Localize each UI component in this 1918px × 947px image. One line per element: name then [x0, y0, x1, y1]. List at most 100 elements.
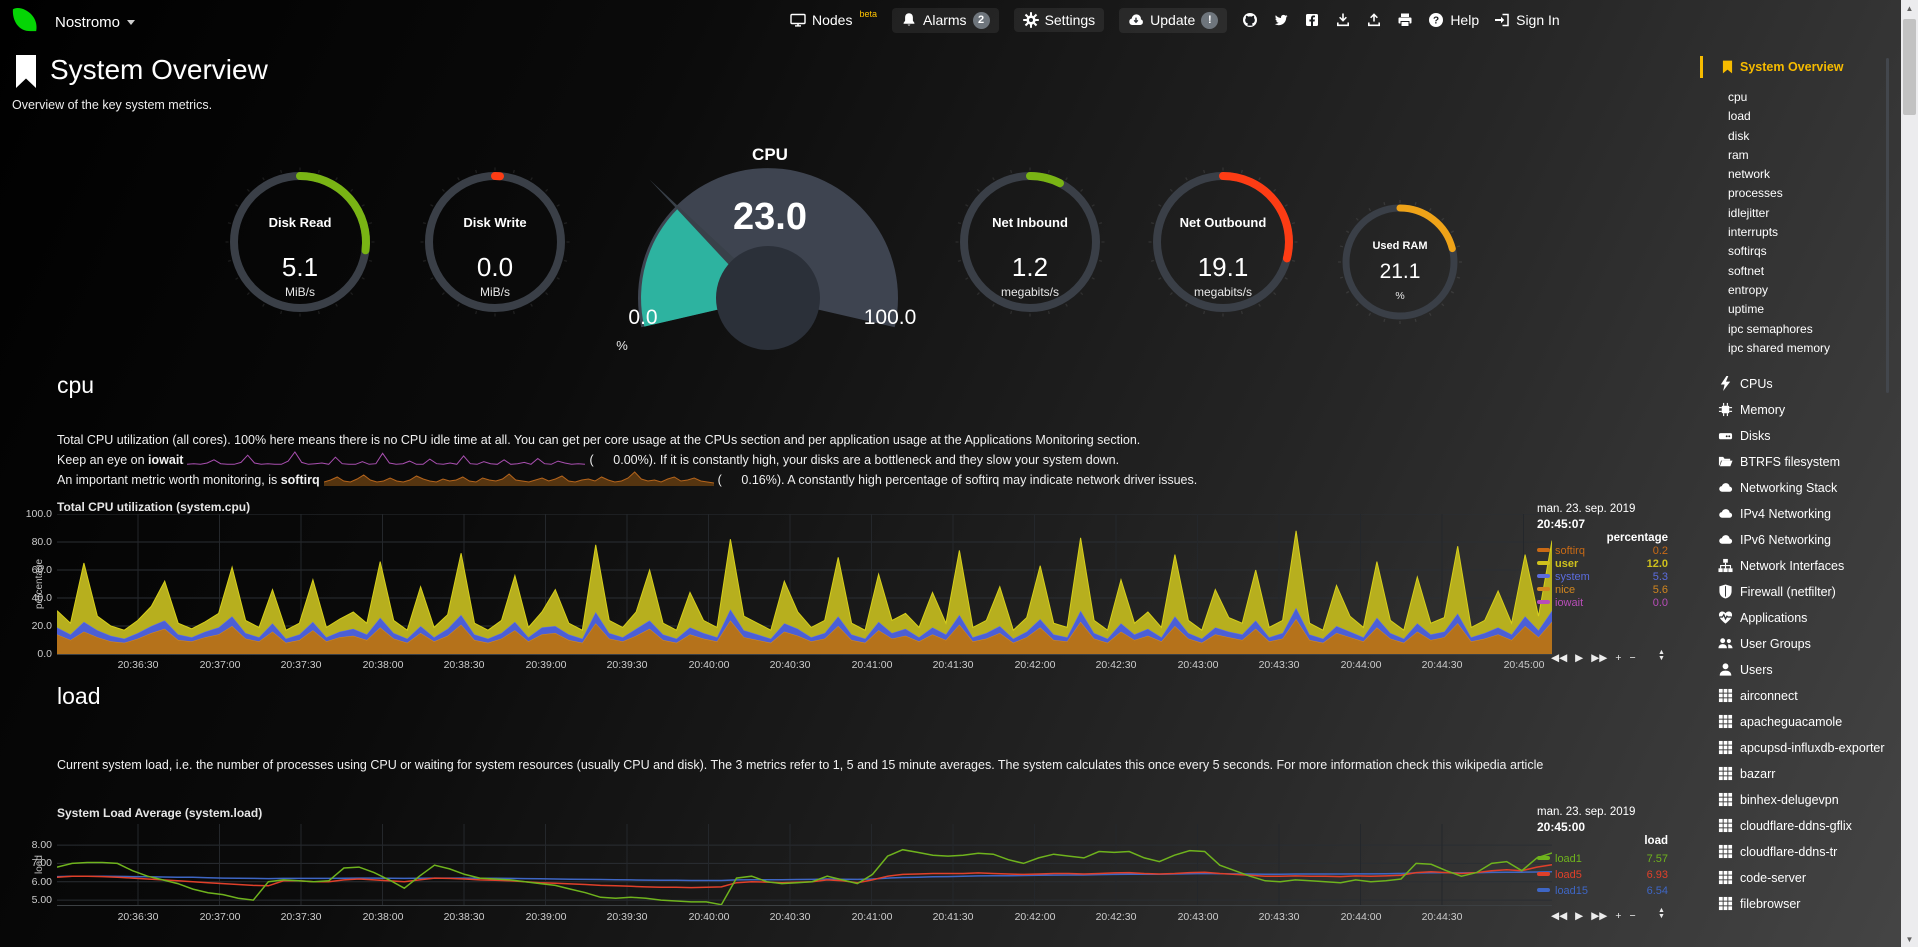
pan-forward-button[interactable]: ▶▶ — [1591, 910, 1608, 922]
pan-forward-button[interactable]: ▶▶ — [1591, 652, 1608, 664]
grid-icon — [1718, 740, 1733, 755]
hostname-dropdown[interactable]: Nostromo — [55, 14, 136, 31]
cpu-x-tick-label: 20:39:00 — [525, 659, 567, 671]
top-navbar: Nostromo Nodes beta Alarms 2 Settings Up… — [0, 0, 1918, 40]
sidebar-subitem-softirqs[interactable]: softirqs — [1728, 244, 1767, 259]
sidebar-item-users[interactable]: Users — [1700, 657, 1900, 683]
gauge-cpu[interactable]: CPU 23.0 0.0 100.0 % — [610, 145, 930, 360]
sidebar-subitem-uptime[interactable]: uptime — [1728, 302, 1765, 317]
sidebar-subitem-interrupts[interactable]: interrupts — [1728, 225, 1779, 240]
sidebar-subitem-disk[interactable]: disk — [1728, 128, 1750, 143]
sidebar-subitem-ram[interactable]: ram — [1728, 147, 1749, 162]
facebook-link[interactable] — [1304, 12, 1320, 28]
sidebar-subitem-load[interactable]: load — [1728, 109, 1751, 124]
help-label: Help — [1450, 12, 1480, 28]
sidebar-scrollbar[interactable] — [1886, 58, 1889, 393]
legend-row-nice[interactable]: nice 5.6 — [1537, 584, 1668, 596]
cpu-y-tick-label: 20.0 — [31, 620, 52, 632]
help-button[interactable]: ? Help — [1428, 12, 1479, 28]
github-link[interactable] — [1242, 12, 1258, 28]
play-button[interactable]: ▶ — [1575, 652, 1584, 664]
page-scrollbar[interactable]: ▲ ▼ — [1901, 0, 1918, 947]
legend-row-iowait[interactable]: iowait 0.0 — [1537, 597, 1668, 609]
facebook-icon — [1304, 12, 1320, 28]
sidebar-item-filebrowser[interactable]: filebrowser — [1700, 891, 1900, 917]
sidebar-item-user-groups[interactable]: User Groups — [1700, 631, 1900, 657]
cpu-chart-plot[interactable] — [56, 513, 1553, 655]
gauge-disk-read[interactable]: Disk Read 5.1 MiB/s — [225, 167, 375, 337]
print-button[interactable] — [1397, 12, 1413, 28]
sidebar-subitem-softnet[interactable]: softnet — [1728, 263, 1765, 278]
load-resize-handle[interactable]: ▲ ▼ — [1658, 907, 1665, 920]
sidebar-item-cpus[interactable]: CPUs — [1700, 371, 1900, 397]
zoom-in-button[interactable]: + — [1615, 910, 1622, 922]
sidebar-item-label: Users — [1740, 662, 1773, 677]
legend-row-load5[interactable]: load5 6.93 — [1537, 869, 1668, 881]
legend-row-system[interactable]: system 5.3 — [1537, 571, 1668, 583]
iowait-sparkline[interactable] — [187, 449, 586, 472]
twitter-link[interactable] — [1273, 12, 1289, 28]
sidebar-item-ipv6-networking[interactable]: IPv6 Networking — [1700, 527, 1900, 553]
sidebar-item-apcupsd-influxdb-exporter[interactable]: apcupsd-influxdb-exporter — [1700, 735, 1900, 761]
sidebar-item-binhex-delugevpn[interactable]: binhex-delugevpn — [1700, 787, 1900, 813]
sidebar-subitem-ipc-shared-memory[interactable]: ipc shared memory — [1728, 340, 1831, 355]
sidebar-item-label: apacheguacamole — [1740, 714, 1843, 729]
sidebar-item-btrfs-filesystem[interactable]: BTRFS filesystem — [1700, 449, 1900, 475]
sidebar-item-airconnect[interactable]: airconnect — [1700, 683, 1900, 709]
legend-row-softirq[interactable]: softirq 0.2 — [1537, 545, 1668, 557]
sidebar-subitem-ipc-semaphores[interactable]: ipc semaphores — [1728, 321, 1813, 336]
sidebar-item-network-interfaces[interactable]: Network Interfaces — [1700, 553, 1900, 579]
zoom-out-button[interactable]: − — [1629, 910, 1636, 922]
sidebar-item-memory[interactable]: Memory — [1700, 397, 1900, 423]
pan-backward-button[interactable]: ◀◀ — [1551, 652, 1568, 664]
settings-button[interactable]: Settings — [1013, 8, 1105, 32]
load-chart-plot[interactable] — [56, 824, 1553, 906]
update-button[interactable]: Update ! — [1119, 7, 1228, 33]
sidebar-item-firewall-netfilter-[interactable]: Firewall (netfilter) — [1700, 579, 1900, 605]
zoom-out-button[interactable]: − — [1629, 652, 1636, 664]
gauge-disk-write[interactable]: Disk Write 0.0 MiB/s — [420, 167, 570, 337]
heartbeat-icon — [1718, 610, 1733, 625]
netdata-logo[interactable] — [10, 4, 41, 40]
softirq-sparkline[interactable] — [323, 469, 714, 492]
nodes-button[interactable]: Nodes beta — [790, 9, 877, 28]
scrollbar-thumb[interactable] — [1903, 19, 1916, 115]
legend-series-name: load15 — [1555, 885, 1589, 897]
sidebar-subitem-processes[interactable]: processes — [1728, 186, 1783, 201]
scroll-down-arrow[interactable]: ▼ — [1905, 934, 1914, 944]
gauge-net-inbound[interactable]: Net Inbound 1.2 megabits/s — [955, 167, 1105, 337]
sidebar-item-networking-stack[interactable]: Networking Stack — [1700, 475, 1900, 501]
sidebar-item-apacheguacamole[interactable]: apacheguacamole — [1700, 709, 1900, 735]
sidebar-item-disks[interactable]: Disks — [1700, 423, 1900, 449]
sidebar-subitem-cpu[interactable]: cpu — [1728, 90, 1748, 104]
sidebar-item-applications[interactable]: Applications — [1700, 605, 1900, 631]
play-button[interactable]: ▶ — [1575, 910, 1584, 922]
sidebar-subitem-network[interactable]: network — [1728, 167, 1771, 182]
import-snapshot-button[interactable] — [1366, 12, 1382, 28]
sidebar-item-cloudflare-ddns-tr[interactable]: cloudflare-ddns-tr — [1700, 839, 1900, 865]
signin-button[interactable]: Sign In — [1494, 12, 1560, 28]
sidebar-subitem-entropy[interactable]: entropy — [1728, 282, 1769, 297]
cpu-resize-handle[interactable]: ▲ ▼ — [1658, 649, 1665, 662]
brand: Nostromo — [10, 4, 136, 40]
scroll-up-arrow[interactable]: ▲ — [1905, 3, 1914, 13]
export-snapshot-button[interactable] — [1335, 12, 1351, 28]
gauge-net-outbound[interactable]: Net Outbound 19.1 megabits/s — [1148, 167, 1298, 337]
cpu-y-tick-label: 60.0 — [31, 564, 52, 576]
gauge-used-ram[interactable]: Used RAM 21.1% — [1338, 200, 1462, 344]
sidebar-item-label: IPv4 Networking — [1740, 506, 1832, 521]
sidebar-subitem-idlejitter[interactable]: idlejitter — [1728, 205, 1770, 220]
legend-row-load15[interactable]: load15 6.54 — [1537, 885, 1668, 897]
zoom-in-button[interactable]: + — [1615, 652, 1622, 664]
sidebar-item-cloudflare-ddns-gflix[interactable]: cloudflare-ddns-gflix — [1700, 813, 1900, 839]
sidebar-item-system-overview[interactable]: System Overview — [1700, 56, 1900, 78]
legend-row-user[interactable]: user 12.0 — [1537, 558, 1668, 570]
pan-backward-button[interactable]: ◀◀ — [1551, 910, 1568, 922]
sidebar-item-bazarr[interactable]: bazarr — [1700, 761, 1900, 787]
alarms-button[interactable]: Alarms 2 — [892, 7, 999, 33]
cpu-x-tick-label: 20:39:30 — [606, 659, 648, 671]
cpu-y-tick-label: 100.0 — [25, 508, 52, 520]
legend-row-load1[interactable]: load1 7.57 — [1537, 853, 1668, 865]
sidebar-item-ipv4-networking[interactable]: IPv4 Networking — [1700, 501, 1900, 527]
sidebar-item-code-server[interactable]: code-server — [1700, 865, 1900, 891]
